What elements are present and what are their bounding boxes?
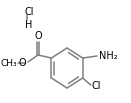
Text: Cl: Cl (92, 81, 101, 91)
Text: H: H (25, 20, 32, 30)
Text: NH₂: NH₂ (99, 51, 118, 61)
Text: O: O (34, 31, 42, 41)
Text: Cl: Cl (25, 7, 34, 17)
Text: O: O (19, 58, 26, 68)
Text: CH₃: CH₃ (1, 59, 17, 67)
